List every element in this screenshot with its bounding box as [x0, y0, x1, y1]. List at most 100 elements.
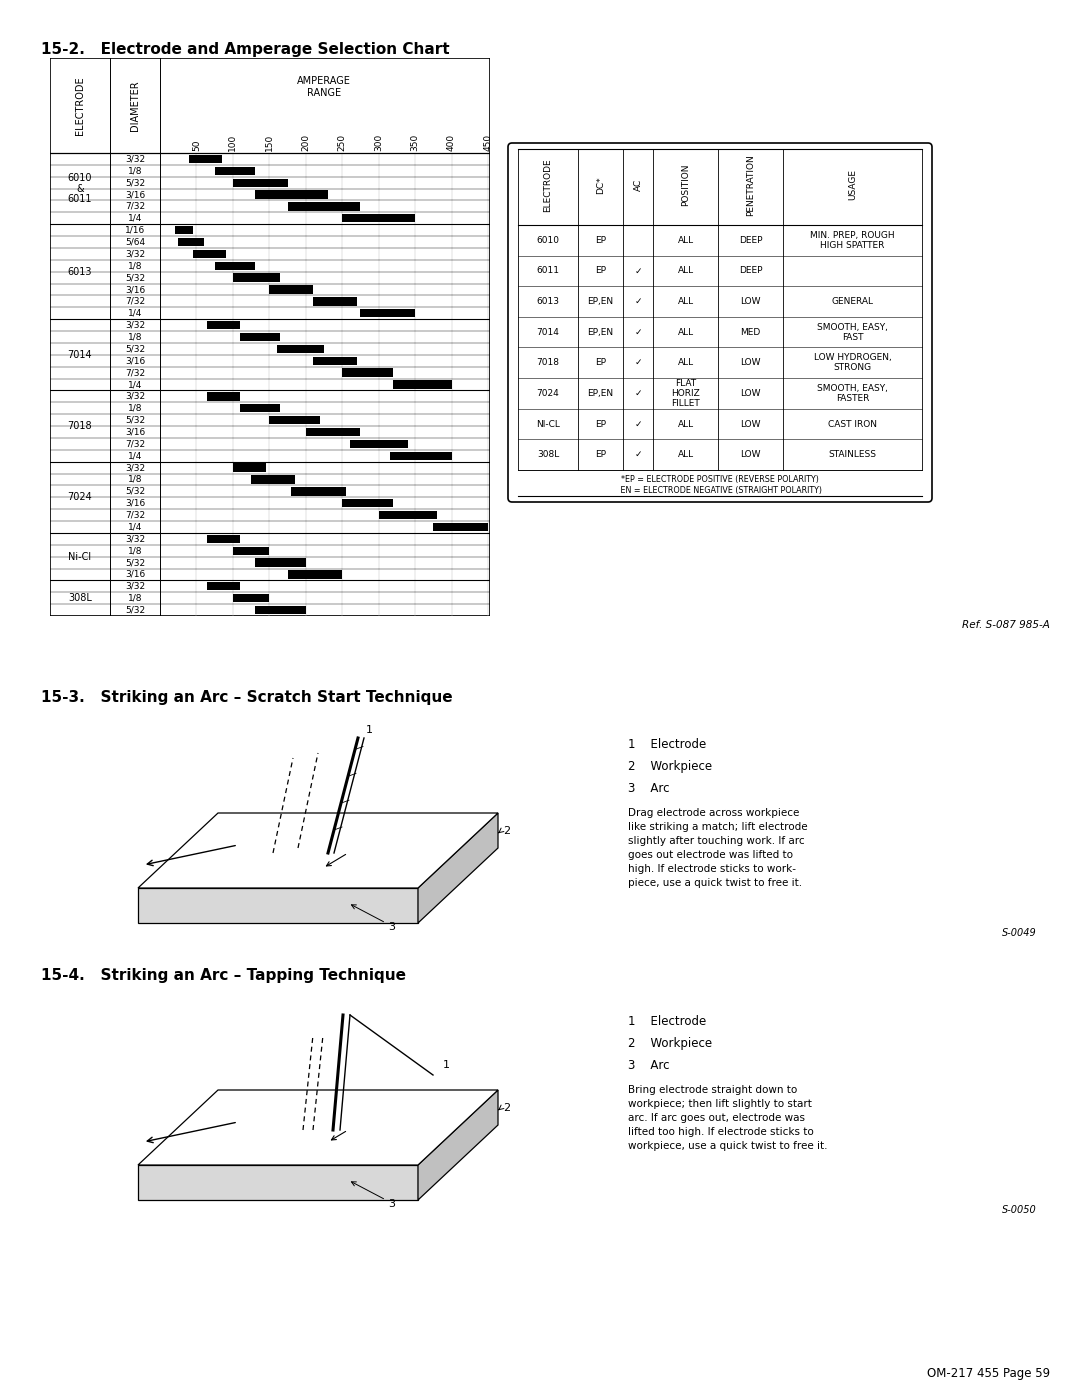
Text: EP: EP: [595, 450, 606, 460]
Text: 5/32: 5/32: [125, 345, 145, 353]
Text: 300: 300: [374, 134, 383, 151]
Bar: [255, 606, 306, 615]
Text: STAINLESS: STAINLESS: [828, 450, 877, 460]
Bar: [175, 226, 193, 235]
Text: 3/16: 3/16: [125, 427, 145, 436]
Text: 6010: 6010: [537, 236, 559, 244]
Bar: [306, 427, 361, 436]
Text: Bring electrode straight down to
workpiece; then lift slightly to start
arc. If : Bring electrode straight down to workpie…: [627, 1085, 827, 1151]
Text: LOW: LOW: [740, 419, 760, 429]
Text: 3: 3: [388, 922, 395, 932]
Text: 7/32: 7/32: [125, 369, 145, 377]
Text: 1    Electrode: 1 Electrode: [627, 738, 706, 752]
Text: CAST IRON: CAST IRON: [828, 419, 877, 429]
Text: 2    Workpiece: 2 Workpiece: [627, 760, 712, 773]
Polygon shape: [138, 813, 498, 888]
Text: MED: MED: [741, 328, 760, 337]
Text: ELECTRODE: ELECTRODE: [543, 158, 553, 212]
Text: EP,EN: EP,EN: [588, 328, 613, 337]
Text: 3/32: 3/32: [125, 250, 145, 258]
Polygon shape: [418, 1090, 498, 1200]
Text: DC*: DC*: [596, 176, 605, 194]
Text: 5/32: 5/32: [125, 416, 145, 425]
Bar: [313, 298, 356, 306]
Text: 7014: 7014: [68, 349, 92, 360]
Text: ✓: ✓: [634, 328, 642, 337]
Text: S-0050: S-0050: [1002, 1206, 1037, 1215]
Text: 1/4: 1/4: [127, 214, 143, 222]
Bar: [393, 380, 451, 388]
Text: 7/32: 7/32: [125, 510, 145, 520]
Text: ALL: ALL: [677, 298, 693, 306]
Text: LOW HYDROGEN,
STRONG: LOW HYDROGEN, STRONG: [813, 353, 891, 372]
Text: 3/16: 3/16: [125, 356, 145, 365]
Text: 400: 400: [447, 134, 456, 151]
Text: 5/32: 5/32: [125, 179, 145, 187]
Bar: [361, 309, 415, 317]
Text: AC: AC: [634, 179, 643, 191]
Bar: [379, 511, 437, 520]
Bar: [215, 166, 255, 175]
Text: 7024: 7024: [68, 492, 93, 503]
Text: 3/32: 3/32: [125, 321, 145, 330]
Text: EP,EN: EP,EN: [588, 388, 613, 398]
Text: LOW: LOW: [740, 388, 760, 398]
Text: 350: 350: [410, 134, 420, 151]
Text: 1    Electrode: 1 Electrode: [627, 1016, 706, 1028]
Text: 1/4: 1/4: [127, 451, 143, 460]
Text: 3/16: 3/16: [125, 570, 145, 578]
Text: 2: 2: [503, 826, 510, 835]
Text: 3    Arc: 3 Arc: [627, 782, 670, 795]
Text: S-0049: S-0049: [1002, 928, 1037, 937]
Text: NI-CL: NI-CL: [536, 419, 559, 429]
Text: 5/32: 5/32: [125, 486, 145, 496]
Text: 15-3.   Striking an Arc – Scratch Start Technique: 15-3. Striking an Arc – Scratch Start Te…: [41, 690, 453, 705]
Text: 3/16: 3/16: [125, 190, 145, 198]
Bar: [207, 535, 240, 543]
Text: AMPERAGE
RANGE: AMPERAGE RANGE: [297, 75, 351, 98]
Polygon shape: [418, 813, 498, 923]
Bar: [292, 488, 346, 496]
Text: 15-2.   Electrode and Amperage Selection Chart: 15-2. Electrode and Amperage Selection C…: [41, 42, 449, 57]
Text: 7/32: 7/32: [125, 203, 145, 211]
Text: 5/32: 5/32: [125, 605, 145, 615]
Bar: [240, 404, 281, 412]
Bar: [269, 285, 313, 293]
Text: SMOOTH, EASY,
FASTER: SMOOTH, EASY, FASTER: [818, 384, 888, 402]
Text: 15-4.   Striking an Arc – Tapping Technique: 15-4. Striking an Arc – Tapping Techniqu…: [41, 968, 406, 983]
Bar: [433, 522, 488, 531]
Text: ALL: ALL: [677, 236, 693, 244]
Text: EP: EP: [595, 236, 606, 244]
Text: 1/8: 1/8: [127, 475, 143, 483]
Text: 7024: 7024: [537, 388, 559, 398]
Text: 1/8: 1/8: [127, 404, 143, 412]
Text: Drag electrode across workpiece
like striking a match; lift electrode
slightly a: Drag electrode across workpiece like str…: [627, 807, 808, 888]
Text: ALL: ALL: [677, 328, 693, 337]
Bar: [342, 499, 393, 507]
Text: 50: 50: [192, 140, 201, 151]
Text: 3: 3: [388, 1199, 395, 1208]
Text: ✓: ✓: [634, 267, 642, 275]
Text: ALL: ALL: [677, 358, 693, 367]
Text: PENETRATION: PENETRATION: [746, 154, 755, 217]
Text: 100: 100: [228, 134, 238, 151]
Bar: [233, 179, 287, 187]
Text: ELECTRODE: ELECTRODE: [75, 77, 85, 136]
Bar: [255, 190, 327, 198]
Text: LOW: LOW: [740, 450, 760, 460]
Text: OM-217 455 Page 59: OM-217 455 Page 59: [927, 1368, 1050, 1380]
FancyBboxPatch shape: [508, 142, 932, 502]
Polygon shape: [138, 1165, 418, 1200]
Polygon shape: [138, 1090, 498, 1165]
Text: 200: 200: [301, 134, 310, 151]
Text: 3/32: 3/32: [125, 581, 145, 591]
Text: SMOOTH, EASY,
FAST: SMOOTH, EASY, FAST: [818, 323, 888, 341]
Text: 1/4: 1/4: [127, 309, 143, 317]
Text: 7018: 7018: [68, 420, 92, 432]
Text: ALL: ALL: [677, 450, 693, 460]
Text: POSITION: POSITION: [681, 163, 690, 207]
Bar: [233, 274, 281, 282]
Bar: [240, 332, 281, 341]
Text: 3/32: 3/32: [125, 393, 145, 401]
Text: ✓: ✓: [634, 388, 642, 398]
